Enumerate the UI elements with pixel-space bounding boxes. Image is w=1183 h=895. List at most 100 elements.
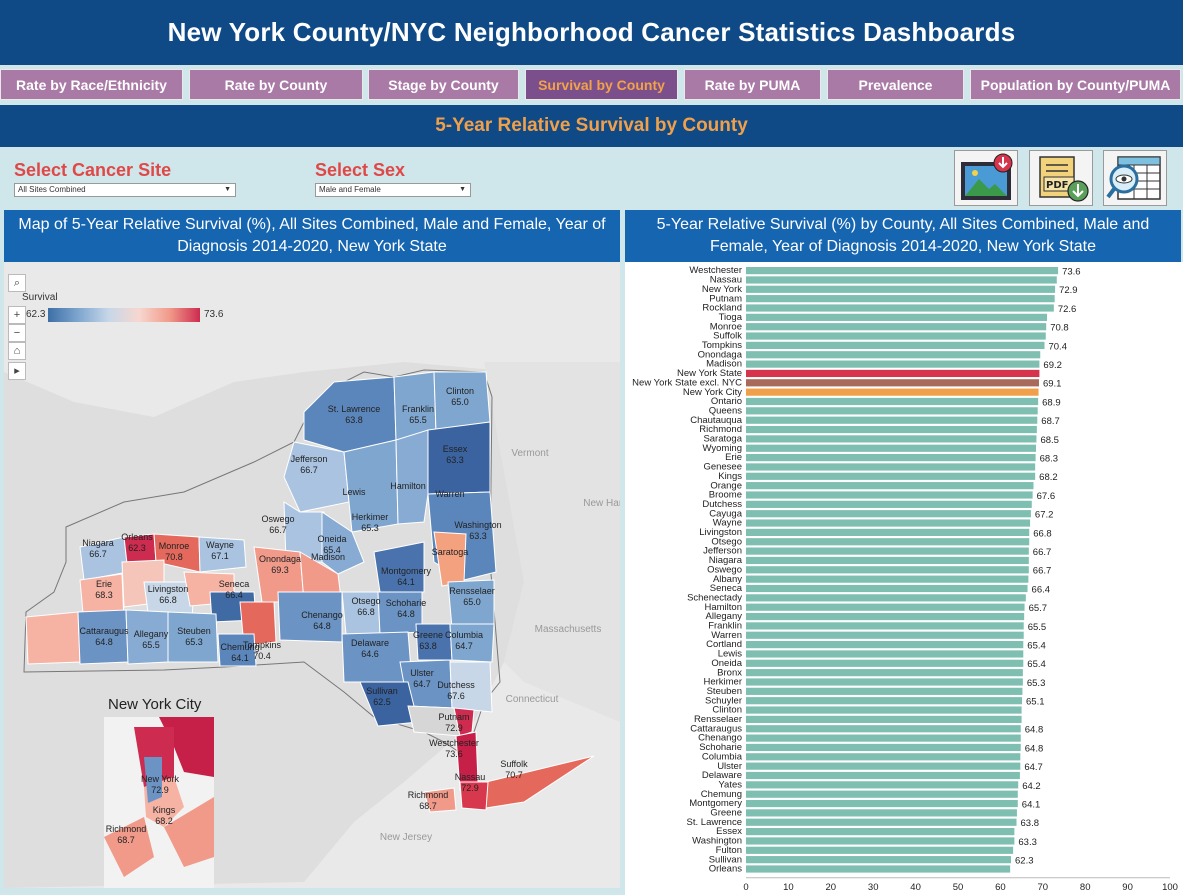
county-montgomery[interactable] <box>373 541 425 593</box>
county-oneida[interactable] <box>321 511 365 575</box>
download-image-button[interactable] <box>954 150 1018 206</box>
bar[interactable] <box>746 706 1022 714</box>
bar[interactable] <box>746 500 1032 508</box>
home-icon[interactable]: ⌂ <box>8 342 26 360</box>
cancer-site-select[interactable]: All Sites Combined ▼ <box>14 183 236 197</box>
bar[interactable] <box>746 463 1036 471</box>
county-jefferson[interactable] <box>283 441 350 513</box>
bar[interactable] <box>746 575 1029 583</box>
bar[interactable] <box>746 267 1059 275</box>
bar[interactable] <box>746 332 1046 340</box>
bar[interactable] <box>746 631 1024 639</box>
bar[interactable] <box>746 566 1029 574</box>
tab-rate-by-race[interactable]: Rate by Race/Ethnicity <box>0 69 183 100</box>
sex-select[interactable]: Male and Female ▼ <box>315 183 471 197</box>
bar[interactable] <box>746 612 1025 621</box>
survival-bar-chart[interactable]: Westchester 73.6 Nassau New York 72.9 Putnam R… <box>625 262 1183 895</box>
bar[interactable] <box>746 351 1041 359</box>
bar[interactable] <box>746 369 1040 378</box>
bar[interactable] <box>746 678 1023 686</box>
survival-map[interactable]: St. Lawrence 63.8 Franklin 65.5 Clinton 65.0 E… <box>4 262 620 888</box>
bar[interactable] <box>746 828 1015 836</box>
county-columbia[interactable] <box>449 623 495 663</box>
bar[interactable] <box>746 276 1057 284</box>
bar[interactable] <box>746 313 1048 321</box>
bar-category-label: Schuyler <box>705 695 742 706</box>
bar[interactable] <box>746 622 1024 630</box>
county-steuben[interactable] <box>167 611 219 663</box>
tab-survival-by-county[interactable]: Survival by County <box>525 69 678 100</box>
bar[interactable] <box>746 547 1029 555</box>
county-hamilton[interactable] <box>395 429 429 525</box>
county-name: Franklin <box>401 404 434 414</box>
bar[interactable] <box>746 743 1021 752</box>
tab-population[interactable]: Population by County/PUMA <box>970 69 1181 100</box>
bar[interactable] <box>746 715 1022 723</box>
bar[interactable] <box>746 360 1040 368</box>
bar[interactable] <box>746 323 1047 331</box>
bar[interactable] <box>746 444 1037 452</box>
bar[interactable] <box>746 650 1024 658</box>
tab-rate-by-county[interactable]: Rate by County <box>189 69 363 100</box>
bar[interactable] <box>746 865 1011 873</box>
nyc-inset[interactable] <box>104 717 214 888</box>
bar[interactable] <box>746 771 1020 780</box>
bar[interactable] <box>746 846 1014 854</box>
bar[interactable] <box>746 538 1030 546</box>
zoom-out-icon[interactable]: − <box>8 324 26 342</box>
search-icon[interactable]: ⌕ <box>8 274 26 292</box>
bar[interactable] <box>746 519 1031 527</box>
bar[interactable] <box>746 341 1045 349</box>
bar[interactable] <box>746 379 1039 387</box>
bar[interactable] <box>746 799 1018 808</box>
bar[interactable] <box>746 304 1054 312</box>
bar[interactable] <box>746 837 1015 845</box>
bar[interactable] <box>746 425 1037 434</box>
county-nyc[interactable] <box>423 787 457 813</box>
county-lewis-herkimer[interactable] <box>343 439 399 533</box>
tab-prevalence[interactable]: Prevalence <box>827 69 964 100</box>
tab-rate-by-puma[interactable]: Rate by PUMA <box>684 69 821 100</box>
county-dutchess[interactable] <box>449 661 493 713</box>
bar[interactable] <box>746 641 1024 649</box>
bar[interactable] <box>746 809 1017 817</box>
bar[interactable] <box>746 528 1030 536</box>
view-data-button[interactable] <box>1103 150 1167 206</box>
bar[interactable] <box>746 734 1021 742</box>
bar[interactable] <box>746 781 1019 789</box>
bar[interactable] <box>746 472 1036 480</box>
bar[interactable] <box>746 416 1038 424</box>
county-wayne[interactable] <box>198 536 247 573</box>
bar[interactable] <box>746 584 1028 593</box>
county-putnam[interactable] <box>453 707 475 737</box>
bar[interactable] <box>746 285 1056 293</box>
bar[interactable] <box>746 454 1036 462</box>
bar[interactable] <box>746 856 1011 864</box>
bar[interactable] <box>746 407 1038 415</box>
bar[interactable] <box>746 659 1024 667</box>
bar[interactable] <box>746 295 1055 303</box>
bar[interactable] <box>746 397 1039 406</box>
bar[interactable] <box>746 556 1029 565</box>
play-icon[interactable]: ▸ <box>8 362 26 380</box>
county-nassau[interactable] <box>459 781 489 811</box>
county-chemung[interactable] <box>217 633 257 667</box>
bar[interactable] <box>746 669 1023 677</box>
bar[interactable] <box>746 687 1023 695</box>
bar[interactable] <box>746 753 1021 761</box>
bar[interactable] <box>746 594 1026 602</box>
bar[interactable] <box>746 790 1018 798</box>
bar[interactable] <box>746 818 1017 826</box>
download-pdf-button[interactable]: PDF <box>1029 150 1093 206</box>
bar[interactable] <box>746 491 1033 499</box>
bar[interactable] <box>746 603 1025 611</box>
bar[interactable] <box>746 762 1021 770</box>
bar[interactable] <box>746 725 1021 733</box>
bar[interactable] <box>746 482 1034 490</box>
bar[interactable] <box>746 435 1037 443</box>
bar[interactable] <box>746 388 1039 396</box>
bar[interactable] <box>746 510 1031 518</box>
bar[interactable] <box>746 697 1023 705</box>
tab-stage-by-county[interactable]: Stage by County <box>368 69 519 100</box>
zoom-in-icon[interactable]: + <box>8 306 26 324</box>
